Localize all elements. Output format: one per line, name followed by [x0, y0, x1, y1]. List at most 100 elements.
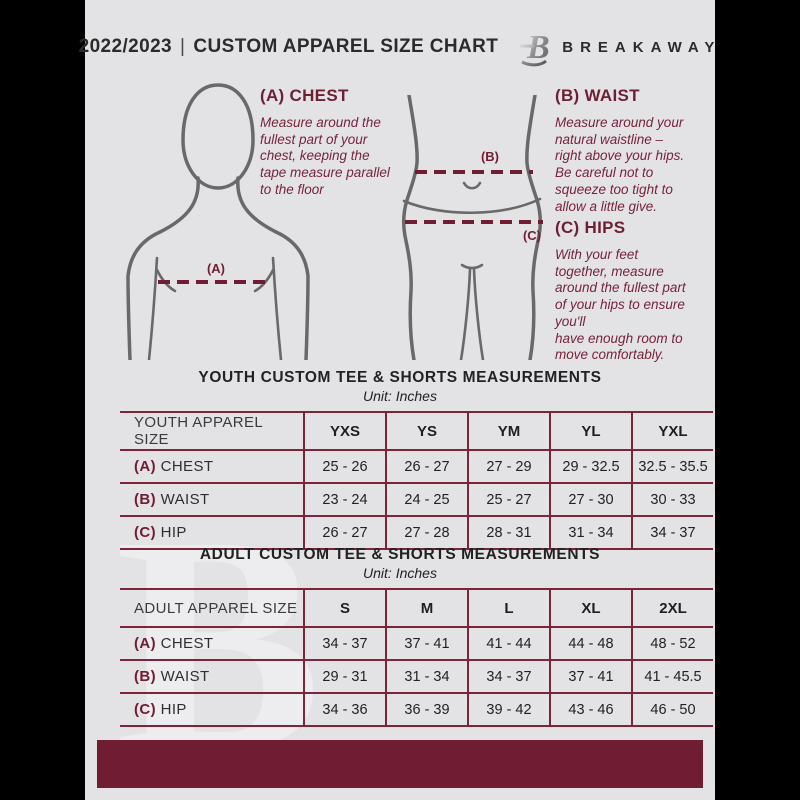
- hip-line-label: (C): [523, 228, 541, 243]
- measurement-cell: 41 - 44: [467, 627, 550, 660]
- size-column-header: S: [303, 589, 386, 627]
- measurement-cell: 24 - 25: [385, 483, 468, 516]
- row-letter: (B): [134, 668, 161, 685]
- row-label-cell: (A) CHEST: [120, 627, 304, 660]
- row-label: CHEST: [160, 458, 214, 475]
- svg-text:B: B: [526, 29, 550, 66]
- measurement-cell: 25 - 27: [467, 483, 550, 516]
- measurement-row: (B) WAIST 29 - 31 31 - 34 34 - 37 37 - 41 41 …: [120, 660, 713, 693]
- measurement-cell: 27 - 28: [385, 516, 468, 549]
- measurement-cell: 46 - 50: [631, 693, 713, 726]
- left-armpit-line: [147, 256, 159, 360]
- size-column-header: YS: [385, 412, 468, 450]
- adult-unit-label: Unit: Inches: [363, 565, 437, 581]
- waist-instructions: (B) WAIST Measure around your natural wa…: [555, 86, 720, 215]
- youth-table-body: (A) CHEST 25 - 26 26 - 27 27 - 29 29 - 32.5 3…: [120, 450, 713, 549]
- measurement-cell: 26 - 27: [385, 450, 468, 483]
- row-label: HIP: [160, 701, 187, 718]
- size-column-header: 2XL: [631, 589, 713, 627]
- measurement-cell: 27 - 30: [549, 483, 632, 516]
- row-letter: (A): [134, 635, 161, 652]
- left-inner-leg-line: [459, 267, 472, 360]
- row-label: HIP: [160, 524, 187, 541]
- chest-line-label: (A): [207, 261, 225, 276]
- hips-description: With your feet together, measure around …: [555, 247, 686, 363]
- adult-table-body: (A) CHEST 34 - 37 37 - 41 41 - 44 44 - 48 48 …: [120, 627, 713, 726]
- hips-heading: (C) HIPS: [555, 218, 626, 237]
- measurement-cell: 28 - 31: [467, 516, 550, 549]
- row-label: WAIST: [160, 491, 210, 508]
- row-letter: (C): [134, 701, 161, 718]
- size-column-header: YL: [549, 412, 632, 450]
- adult-table-header: ADULT APPAREL SIZE S M L XL 2XL: [120, 589, 713, 627]
- brand-lockup: B BREAKAWAY: [518, 26, 721, 68]
- right-body-outline: [525, 95, 543, 360]
- head-outline: [181, 83, 255, 190]
- measurement-cell: 31 - 34: [549, 516, 632, 549]
- breakaway-logo-icon: B: [520, 29, 550, 67]
- row-label-cell: (B) WAIST: [120, 483, 304, 516]
- size-label-column-header: ADULT APPAREL SIZE: [134, 599, 298, 617]
- measurement-cell: 31 - 34: [385, 660, 468, 693]
- measurement-cell: 34 - 37: [467, 660, 550, 693]
- brand-name: BREAKAWAY: [562, 38, 722, 56]
- size-column-header: YXL: [631, 412, 713, 450]
- measurement-row: (A) CHEST 25 - 26 26 - 27 27 - 29 29 - 32.5 3…: [120, 450, 713, 483]
- size-column-header: L: [467, 589, 550, 627]
- row-label-cell: (A) CHEST: [120, 450, 304, 483]
- right-inner-leg-line: [472, 267, 485, 360]
- measurement-cell: 36 - 39: [385, 693, 468, 726]
- navel-mark: [462, 181, 482, 190]
- crotch-line: [460, 263, 484, 270]
- measurement-cell: 29 - 32.5: [549, 450, 632, 483]
- measurement-cell: 43 - 46: [549, 693, 632, 726]
- left-shoulder-arm-outline: [126, 176, 200, 360]
- measurement-cell: 32.5 - 35.5: [631, 450, 713, 483]
- season-label: 2022/2023: [78, 36, 173, 57]
- waist-hip-diagram: (B) (C): [392, 95, 552, 360]
- hip-crease-line: [402, 197, 542, 215]
- measurement-cell: 39 - 42: [467, 693, 550, 726]
- footer-accent-bar: [97, 740, 703, 788]
- size-column-header: YXS: [303, 412, 386, 450]
- measurement-cell: 30 - 33: [631, 483, 713, 516]
- chest-diagram: (A): [120, 80, 310, 360]
- measurement-cell: 29 - 31: [303, 660, 386, 693]
- document-canvas: B 2022/2023 | CUSTOM APPAREL SIZE CHART: [79, 0, 715, 800]
- adult-section-title: ADULT CUSTOM TEE & SHORTS MEASUREMENTS: [199, 546, 601, 563]
- hips-instructions: (C) HIPS With your feet together, measur…: [555, 218, 730, 364]
- measurement-row: (A) CHEST 34 - 37 37 - 41 41 - 44 44 - 48 48 …: [120, 627, 713, 660]
- measurement-cell: 34 - 37: [303, 627, 386, 660]
- chest-heading: (A) CHEST: [260, 86, 349, 105]
- waist-line-label: (B): [481, 149, 499, 164]
- measurement-row: (C) HIP 34 - 36 36 - 39 39 - 42 43 - 46 46 - …: [120, 693, 713, 726]
- measurement-cell: 37 - 41: [549, 660, 632, 693]
- waist-description: Measure around your natural waistline – …: [555, 115, 685, 214]
- youth-section-title: YOUTH CUSTOM TEE & SHORTS MEASUREMENTS: [198, 369, 602, 386]
- size-column-header: M: [385, 589, 468, 627]
- measurement-row: (C) HIP 26 - 27 27 - 28 28 - 31 31 - 34 34 - …: [120, 516, 713, 549]
- measurement-cell: 23 - 24: [303, 483, 386, 516]
- row-label: CHEST: [160, 635, 214, 652]
- row-label-cell: (C) HIP: [120, 516, 304, 549]
- row-label: WAIST: [160, 668, 210, 685]
- right-shoulder-arm-outline: [236, 176, 310, 360]
- left-body-outline: [401, 95, 419, 360]
- measurement-cell: 37 - 41: [385, 627, 468, 660]
- title-divider: |: [180, 36, 186, 57]
- adult-size-table: ADULT APPAREL SIZE S M L XL 2XL (A) CHEST 34 -…: [120, 588, 713, 727]
- document-header: 2022/2023 | CUSTOM APPAREL SIZE CHART B: [79, 26, 715, 68]
- chest-description: Measure around the fullest part of your …: [260, 115, 390, 197]
- row-letter: (C): [134, 524, 161, 541]
- youth-unit-label: Unit: Inches: [363, 388, 437, 404]
- measurement-cell: 41 - 45.5: [631, 660, 713, 693]
- measurement-cell: 44 - 48: [549, 627, 632, 660]
- row-label-cell: (C) HIP: [120, 693, 304, 726]
- right-armpit-line: [271, 256, 283, 360]
- size-label-column-header: YOUTH APPAREL SIZE: [134, 414, 263, 448]
- waist-heading: (B) WAIST: [555, 86, 640, 105]
- measurement-row: (B) WAIST 23 - 24 24 - 25 25 - 27 27 - 30 30 …: [120, 483, 713, 516]
- document-title: 2022/2023 | CUSTOM APPAREL SIZE CHART: [79, 36, 499, 58]
- youth-size-table: YOUTH APPAREL SIZE YXS YS YM YL YXL (A) CHEST…: [120, 411, 713, 550]
